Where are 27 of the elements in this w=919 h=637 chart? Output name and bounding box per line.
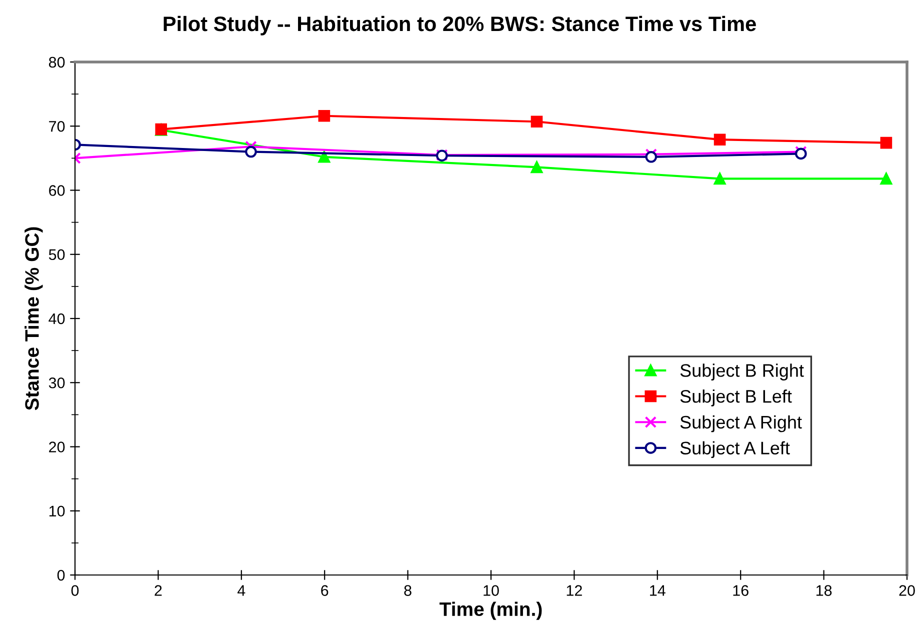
legend-label: Subject B Left: [680, 389, 792, 406]
x-tick-label: 4: [238, 585, 246, 596]
x-tick-label: 6: [321, 585, 328, 596]
x-tick-label: 0: [71, 585, 79, 596]
y-tick-label: 60: [49, 185, 65, 196]
y-tick-label: 20: [49, 442, 65, 452]
x-tick-label: 10: [484, 585, 499, 596]
y-tick-label: 30: [48, 377, 65, 388]
x-tick-label: 20: [899, 585, 915, 596]
y-tick-label: 40: [48, 313, 65, 324]
legend-label: Subject A Left: [680, 441, 790, 458]
y-axis-title: Stance Time (% GC): [24, 227, 43, 410]
y-tick-label: 10: [49, 506, 65, 517]
x-tick-label: 8: [404, 585, 412, 596]
y-tick-label: 50: [48, 249, 65, 260]
y-tick-label: 80: [48, 56, 65, 68]
legend-label: Subject A Right: [680, 415, 802, 432]
x-tick-label: 2: [154, 585, 162, 596]
x-axis-title: Time (min.): [440, 602, 542, 620]
chart-title: Pilot Study -- Habituation to 20% BWS: Stance Time vs Time: [164, 16, 756, 36]
x-tick-label: 12: [566, 585, 582, 596]
legend-label: Subject B Right: [680, 364, 804, 380]
x-tick-label: 16: [733, 585, 748, 596]
x-tick-label: 18: [816, 585, 832, 596]
x-tick-label: 14: [650, 585, 666, 596]
y-tick-label: 70: [49, 120, 65, 132]
y-tick-label: 0: [57, 570, 65, 581]
